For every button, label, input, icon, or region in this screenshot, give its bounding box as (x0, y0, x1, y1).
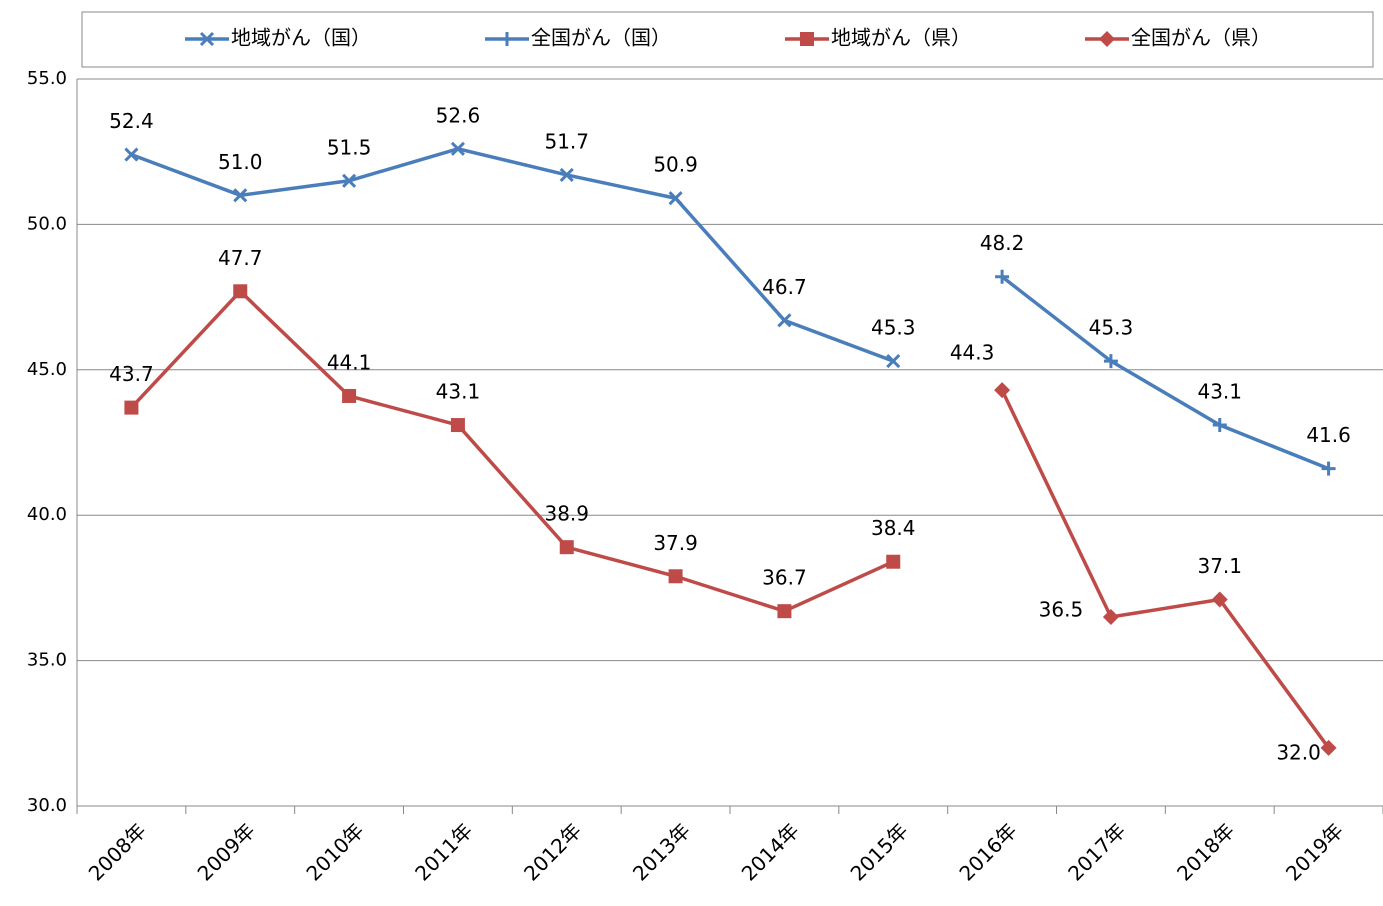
data-label: 44.1 (327, 350, 372, 374)
data-label: 44.3 (950, 341, 995, 365)
data-point (559, 167, 574, 183)
data-point (450, 141, 465, 156)
x-tick-label: 2017年 (1063, 818, 1130, 885)
y-tick-label: 40.0 (27, 504, 67, 525)
y-tick-label: 55.0 (27, 68, 67, 89)
y-tick-label: 30.0 (27, 795, 67, 816)
legend-label: 地域がん（県） (831, 26, 971, 50)
data-point (124, 147, 139, 162)
data-point (1321, 461, 1336, 476)
series-line (1001, 275, 1330, 471)
data-label: 37.1 (1197, 554, 1242, 578)
data-point (233, 284, 248, 299)
x-tick-label: 2009年 (193, 818, 260, 885)
x-tick-label: 2011年 (410, 818, 477, 885)
series-line (130, 288, 894, 614)
data-label: 36.5 (1039, 597, 1084, 621)
data-point (886, 554, 901, 569)
legend-label: 全国がん（国） (531, 26, 671, 50)
data-label: 41.6 (1306, 423, 1351, 447)
data-point (1212, 418, 1227, 433)
x-tick-label: 2013年 (628, 818, 695, 885)
data-point (994, 382, 1011, 399)
data-label: 37.9 (653, 531, 698, 555)
data-point (450, 418, 465, 433)
data-point (777, 604, 792, 619)
data-label: 51.7 (544, 129, 589, 153)
data-point (668, 191, 683, 206)
data-point (342, 388, 357, 403)
data-label: 45.3 (1089, 316, 1134, 340)
data-label: 36.7 (762, 566, 807, 590)
data-label: 52.4 (109, 109, 154, 133)
data-point (342, 173, 357, 188)
x-tick-label: 2014年 (737, 818, 804, 885)
legend-marker (1099, 31, 1115, 47)
data-point (886, 354, 901, 369)
data-point (1211, 591, 1228, 608)
data-label: 32.0 (1276, 740, 1321, 764)
data-point (233, 188, 248, 203)
x-tick-label: 2012年 (519, 818, 586, 885)
legend-marker (800, 32, 814, 46)
data-label: 43.1 (1197, 380, 1242, 404)
y-tick-label: 35.0 (27, 650, 67, 671)
data-point (1102, 608, 1119, 625)
data-point (1320, 739, 1337, 756)
data-label: 45.3 (871, 316, 916, 340)
legend-label: 地域がん（国） (231, 26, 371, 50)
data-label: 51.5 (327, 135, 372, 159)
data-point (559, 540, 574, 555)
series-line (1000, 389, 1330, 749)
data-label: 50.9 (653, 153, 698, 177)
legend-marker (500, 32, 514, 46)
data-point (1103, 354, 1118, 369)
legend-label: 全国がん（県） (1131, 26, 1271, 50)
data-point (668, 569, 683, 584)
x-tick-label: 2018年 (1172, 818, 1239, 885)
data-label: 43.7 (109, 362, 154, 386)
data-label: 46.7 (762, 275, 807, 299)
series-line (130, 146, 894, 363)
x-tick-label: 2008年 (84, 818, 151, 885)
y-tick-label: 50.0 (27, 213, 67, 234)
data-label: 52.6 (436, 103, 481, 127)
x-tick-label: 2010年 (301, 818, 368, 885)
data-point (124, 400, 139, 415)
data-label: 47.7 (218, 246, 263, 270)
legend-box (81, 11, 1374, 68)
x-tick-label: 2016年 (954, 818, 1021, 885)
data-label: 38.9 (544, 502, 589, 526)
data-label: 38.4 (871, 516, 916, 540)
data-label: 43.1 (436, 380, 481, 404)
data-label: 51.0 (218, 150, 263, 174)
data-point (995, 269, 1010, 284)
data-point (777, 313, 792, 328)
y-tick-label: 45.0 (27, 359, 67, 380)
x-tick-label: 2015年 (846, 818, 913, 885)
legend-marker (199, 31, 215, 47)
data-label: 48.2 (980, 231, 1025, 255)
x-tick-label: 2019年 (1281, 818, 1348, 885)
